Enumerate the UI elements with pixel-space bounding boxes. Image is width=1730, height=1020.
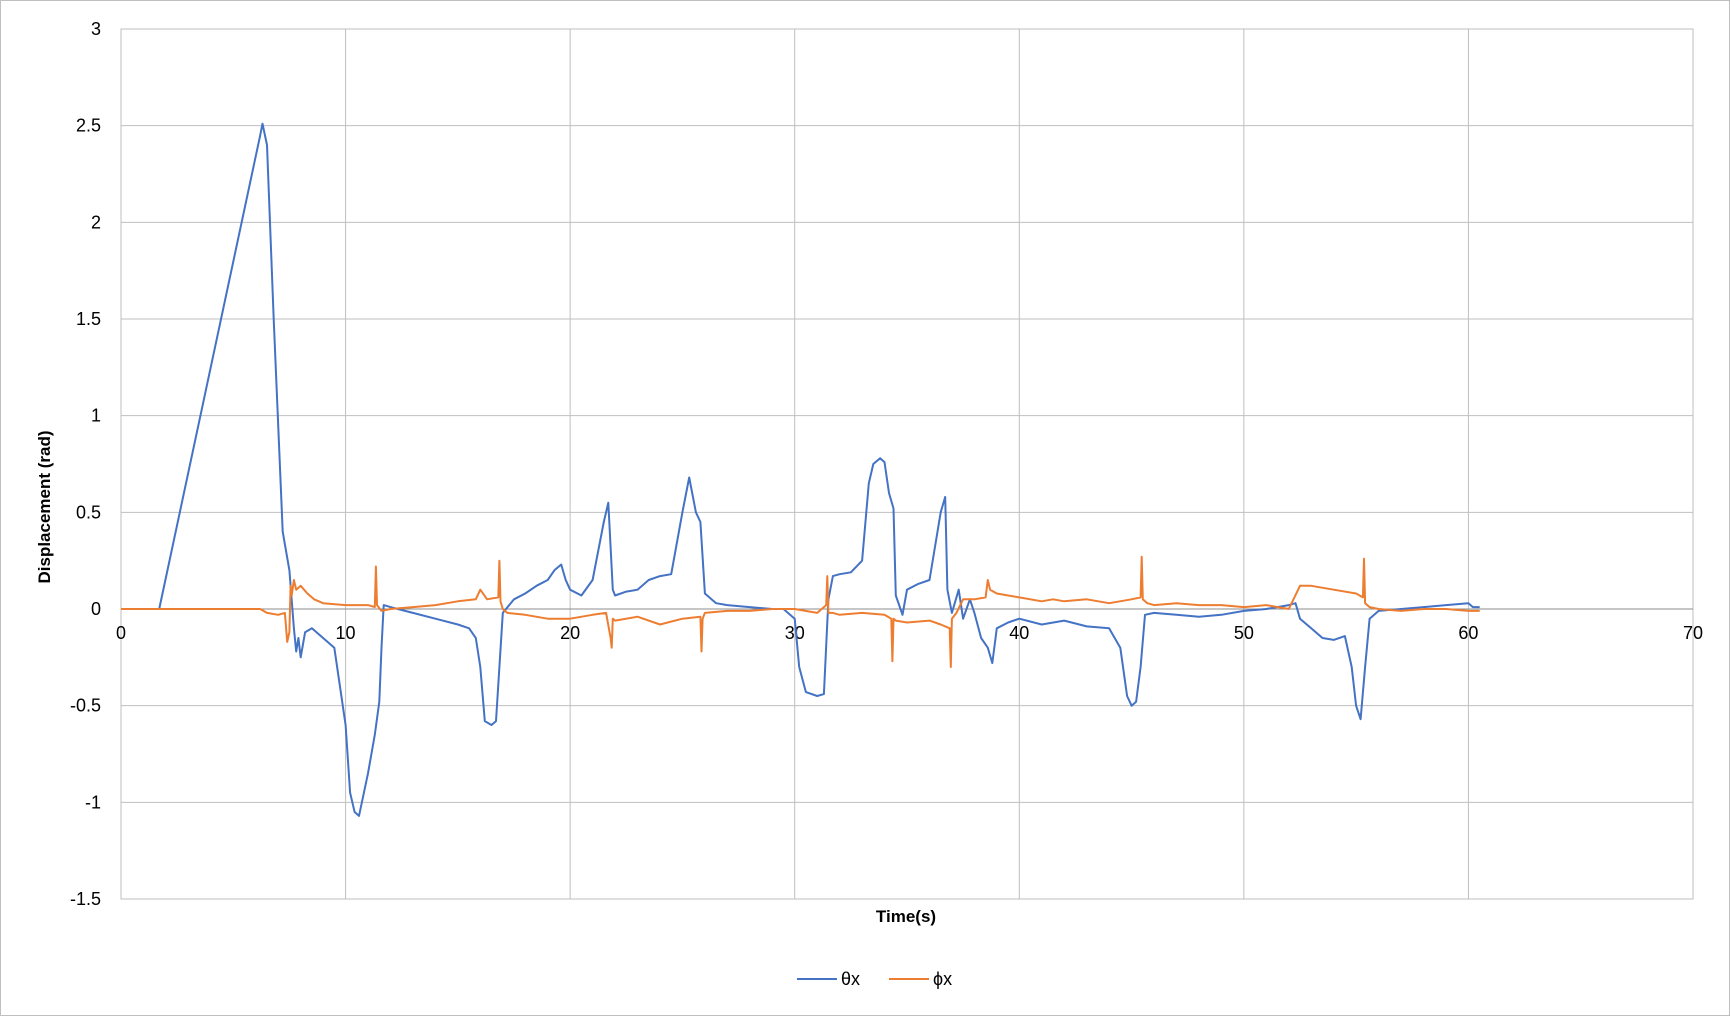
x-tick-label-5: 50 (1234, 623, 1254, 643)
y-tick-label-1: -1 (85, 792, 101, 812)
plot-area-border (120, 28, 1694, 900)
legend: θx ϕx (797, 969, 952, 989)
y-tick-label-8: 2.5 (76, 116, 101, 136)
x-axis-tick-labels: 0 10 20 30 40 50 60 70 (116, 623, 1703, 643)
gridlines (120, 28, 1694, 900)
x-tick-label-0: 0 (116, 623, 126, 643)
x-tick-label-3: 30 (785, 623, 805, 643)
y-tick-label-2: -0.5 (70, 696, 101, 716)
y-tick-label-5: 1 (91, 406, 101, 426)
legend-label-0: θx (841, 969, 860, 989)
y-tick-label-6: 1.5 (76, 309, 101, 329)
x-tick-label-4: 40 (1009, 623, 1029, 643)
y-tick-label-9: 3 (91, 19, 101, 39)
y-tick-label-4: 0.5 (76, 502, 101, 522)
x-tick-label-1: 10 (336, 623, 356, 643)
x-axis-title: Time(s) (876, 907, 936, 926)
y-axis-tick-labels: -1.5 -1 -0.5 0 0.5 1 1.5 2 2.5 3 (70, 19, 101, 909)
y-tick-label-0: -1.5 (70, 889, 101, 909)
legend-label-1: ϕx (933, 969, 952, 989)
y-tick-label-3: 0 (91, 599, 101, 619)
x-tick-label-2: 20 (560, 623, 580, 643)
series-line-1 (121, 555, 1480, 668)
series-line-0 (121, 122, 1480, 817)
x-tick-label-7: 70 (1683, 623, 1703, 643)
data-series (121, 122, 1480, 817)
x-tick-label-6: 60 (1458, 623, 1478, 643)
y-tick-label-7: 2 (91, 212, 101, 232)
y-axis-title: Displacement (rad) (35, 430, 54, 583)
